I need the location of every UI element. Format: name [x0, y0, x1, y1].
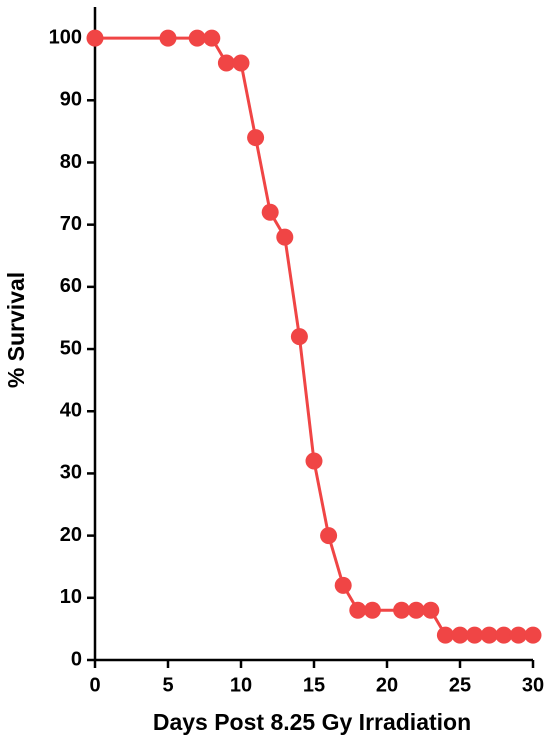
y-tick-label: 80	[60, 151, 82, 173]
y-tick-label: 20	[60, 524, 82, 546]
x-tick-label: 30	[522, 674, 544, 696]
data-point	[276, 228, 294, 246]
data-point	[261, 203, 279, 221]
y-tick-label: 10	[60, 586, 82, 608]
series-line	[95, 36, 533, 637]
x-tick-label: 5	[162, 674, 173, 696]
x-tick-label: 15	[303, 674, 325, 696]
data-point	[188, 29, 206, 47]
data-point	[393, 601, 411, 619]
data-point	[232, 54, 250, 72]
y-tick-label: 0	[71, 648, 82, 670]
y-tick-label: 60	[60, 275, 82, 297]
data-point	[247, 129, 265, 147]
data-point	[436, 626, 454, 644]
data-point	[422, 601, 440, 619]
data-point	[363, 601, 381, 619]
y-tick-label: 70	[60, 213, 82, 235]
data-point	[217, 54, 235, 72]
data-point	[334, 576, 352, 594]
x-tick-label: 25	[449, 674, 471, 696]
data-point	[305, 452, 323, 470]
data-point	[349, 601, 367, 619]
x-tick-label: 20	[376, 674, 398, 696]
y-axis-title: % Survival	[3, 272, 29, 388]
y-tick-label: 90	[60, 89, 82, 111]
data-point	[495, 626, 513, 644]
y-tick-label: 40	[60, 400, 82, 422]
data-point	[407, 601, 425, 619]
data-point	[451, 626, 469, 644]
data-point	[509, 626, 527, 644]
data-point	[159, 29, 177, 47]
data-point	[203, 29, 221, 47]
x-tick-label: 0	[89, 674, 100, 696]
data-point	[480, 626, 498, 644]
x-axis-title: Days Post 8.25 Gy Irradiation	[153, 709, 471, 735]
y-tick-label: 30	[60, 462, 82, 484]
y-tick-label: 100	[49, 26, 82, 48]
y-tick-label: 50	[60, 337, 82, 359]
data-point	[86, 29, 104, 47]
data-point	[290, 328, 308, 346]
data-point	[466, 626, 484, 644]
data-point	[320, 527, 338, 545]
data-point	[524, 626, 542, 644]
x-tick-label: 10	[230, 674, 252, 696]
